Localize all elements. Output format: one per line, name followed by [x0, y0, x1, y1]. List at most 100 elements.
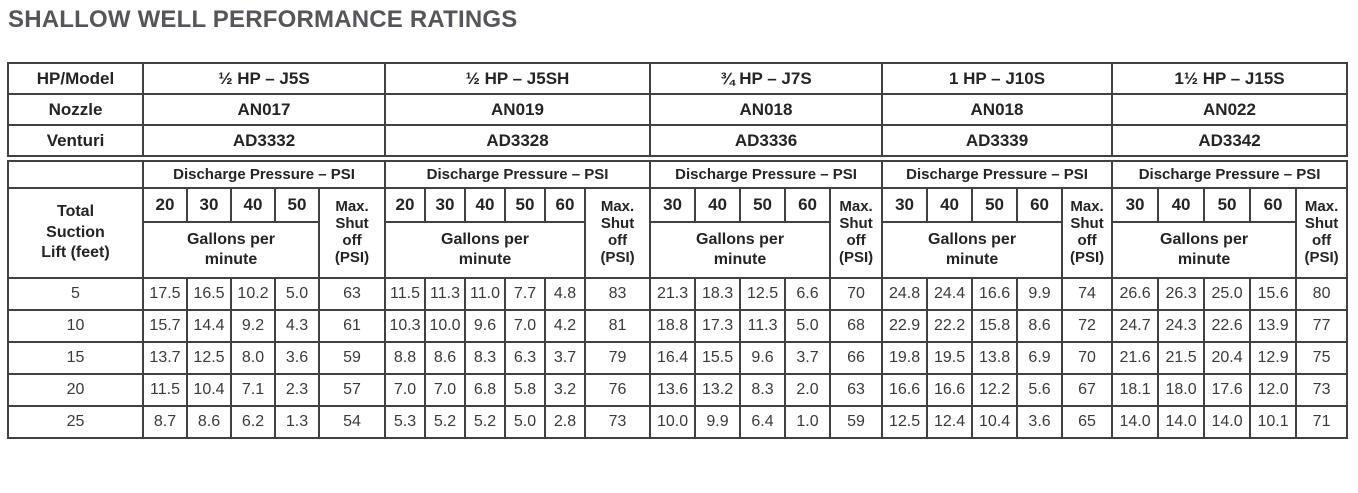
max-shutoff-header: Max. Shut off (PSI) — [829, 187, 884, 279]
max-shutoff-value: 72 — [1061, 309, 1114, 343]
gpm-value: 4.8 — [544, 277, 587, 311]
table-row: 5 17.5 16.5 10.2 5.0 63 11.5 11.3 11.0 7.7 4.8 83 21… — [7, 277, 1349, 311]
max-shutoff-value: 73 — [584, 405, 652, 439]
gpm-value: 8.3 — [739, 373, 787, 407]
gpm-value: 6.2 — [230, 405, 276, 439]
gpm-value: 14.0 — [1111, 405, 1160, 439]
model-cell: 1 HP – J10S — [881, 62, 1113, 95]
gpm-value: 10.0 — [424, 309, 467, 343]
suction-lift-value: 20 — [7, 373, 144, 407]
gpm-value: 3.6 — [1016, 405, 1064, 439]
pressure-header-cell: 30 — [186, 187, 232, 223]
gpm-value: 7.1 — [230, 373, 276, 407]
gpm-value: 11.5 — [384, 277, 427, 311]
gpm-value: 11.0 — [464, 277, 507, 311]
gpm-value: 6.4 — [739, 405, 787, 439]
model-cell: ½ HP – J5SH — [384, 62, 651, 95]
pressure-header-cell: 40 — [926, 187, 974, 223]
pressure-header-cell: 30 — [881, 187, 929, 223]
venturi-cell: AD3328 — [384, 124, 651, 157]
gpm-value: 17.3 — [694, 309, 742, 343]
gpm-value: 8.6 — [424, 341, 467, 375]
hp-model-label: HP/Model — [7, 62, 144, 95]
gpm-value: 8.6 — [1016, 309, 1064, 343]
max-shutoff-header: Max. Shut off (PSI) — [584, 187, 652, 279]
gpm-value: 21.3 — [649, 277, 697, 311]
gpm-value: 10.2 — [230, 277, 276, 311]
gpm-value: 13.2 — [694, 373, 742, 407]
gpm-value: 12.4 — [926, 405, 974, 439]
max-shutoff-value: 70 — [1061, 341, 1114, 375]
nozzle-cell: AN022 — [1111, 93, 1348, 126]
gpm-value: 12.9 — [1249, 341, 1298, 375]
gpm-value: 9.9 — [1016, 277, 1064, 311]
gpm-value: 13.7 — [142, 341, 188, 375]
suction-lift-value: 5 — [7, 277, 144, 311]
max-shutoff-value: 74 — [1061, 277, 1114, 311]
table-row: 25 8.7 8.6 6.2 1.3 54 5.3 5.2 5.2 5.0 2.8 73 10.0 9.9… — [7, 405, 1349, 439]
gpm-value: 10.1 — [1249, 405, 1298, 439]
gpm-value: 6.6 — [784, 277, 832, 311]
gpm-value: 15.6 — [1249, 277, 1298, 311]
gpm-value: 1.0 — [784, 405, 832, 439]
gpm-value: 8.8 — [384, 341, 427, 375]
gpm-value: 10.4 — [971, 405, 1019, 439]
gpm-value: 7.0 — [504, 309, 547, 343]
gpm-value: 5.0 — [504, 405, 547, 439]
max-shutoff-value: 77 — [1295, 309, 1349, 343]
gpm-value: 5.3 — [384, 405, 427, 439]
pressure-header-cell: 60 — [784, 187, 832, 223]
gpm-value: 18.0 — [1157, 373, 1206, 407]
gpm-value: 18.8 — [649, 309, 697, 343]
max-shutoff-value: 81 — [584, 309, 652, 343]
max-shutoff-value: 70 — [829, 277, 884, 311]
max-shutoff-value: 80 — [1295, 277, 1349, 311]
max-shutoff-value: 66 — [829, 341, 884, 375]
venturi-cell: AD3332 — [142, 124, 386, 157]
gpm-value: 19.5 — [926, 341, 974, 375]
gpm-value: 3.7 — [544, 341, 587, 375]
discharge-pressure-header: Discharge Pressure – PSI — [649, 160, 884, 189]
max-shutoff-value: 59 — [317, 341, 387, 375]
gpm-value: 20.4 — [1203, 341, 1252, 375]
gpm-label: Gallons per minute — [142, 221, 320, 279]
gpm-value: 21.5 — [1157, 341, 1206, 375]
gpm-value: 22.9 — [881, 309, 929, 343]
gpm-value: 2.3 — [274, 373, 320, 407]
suction-lift-label: Total Suction Lift (feet) — [7, 187, 144, 279]
gpm-value: 9.2 — [230, 309, 276, 343]
gpm-value: 12.5 — [739, 277, 787, 311]
gpm-value: 8.7 — [142, 405, 188, 439]
max-shutoff-value: 57 — [317, 373, 387, 407]
nozzle-row: Nozzle AN017 AN019 AN018 AN018 AN022 — [7, 93, 1348, 126]
model-cell: 1½ HP – J15S — [1111, 62, 1348, 95]
max-shutoff-value: 79 — [584, 341, 652, 375]
gpm-value: 1.3 — [274, 405, 320, 439]
max-shutoff-header: Max. Shut off (PSI) — [1295, 187, 1349, 279]
gpm-value: 2.8 — [544, 405, 587, 439]
discharge-pressure-row: Discharge Pressure – PSI Discharge Press… — [7, 160, 1349, 189]
gpm-value: 10.0 — [649, 405, 697, 439]
pressure-header-cell: 50 — [504, 187, 547, 223]
max-shutoff-value: 75 — [1295, 341, 1349, 375]
gpm-value: 5.2 — [464, 405, 507, 439]
gpm-value: 18.1 — [1111, 373, 1160, 407]
gpm-value: 22.6 — [1203, 309, 1252, 343]
table-row: 20 11.5 10.4 7.1 2.3 57 7.0 7.0 6.8 5.8 3.2 76 13.6 1… — [7, 373, 1349, 407]
nozzle-cell: AN017 — [142, 93, 386, 126]
gpm-value: 4.2 — [544, 309, 587, 343]
venturi-label: Venturi — [7, 124, 144, 157]
gpm-value: 7.0 — [424, 373, 467, 407]
pressure-header-cell: 20 — [384, 187, 427, 223]
gpm-value: 11.3 — [424, 277, 467, 311]
gpm-row: Gallons per minute Gallons per minute Ga… — [8, 221, 1347, 279]
max-shutoff-value: 67 — [1061, 373, 1114, 407]
gpm-value: 22.2 — [926, 309, 974, 343]
pressure-header-cell: 30 — [1111, 187, 1160, 223]
gpm-value: 14.4 — [186, 309, 232, 343]
gpm-value: 16.6 — [971, 277, 1019, 311]
gpm-value: 24.3 — [1157, 309, 1206, 343]
discharge-pressure-header: Discharge Pressure – PSI — [141, 160, 387, 189]
gpm-value: 9.6 — [464, 309, 507, 343]
gpm-value: 24.4 — [926, 277, 974, 311]
